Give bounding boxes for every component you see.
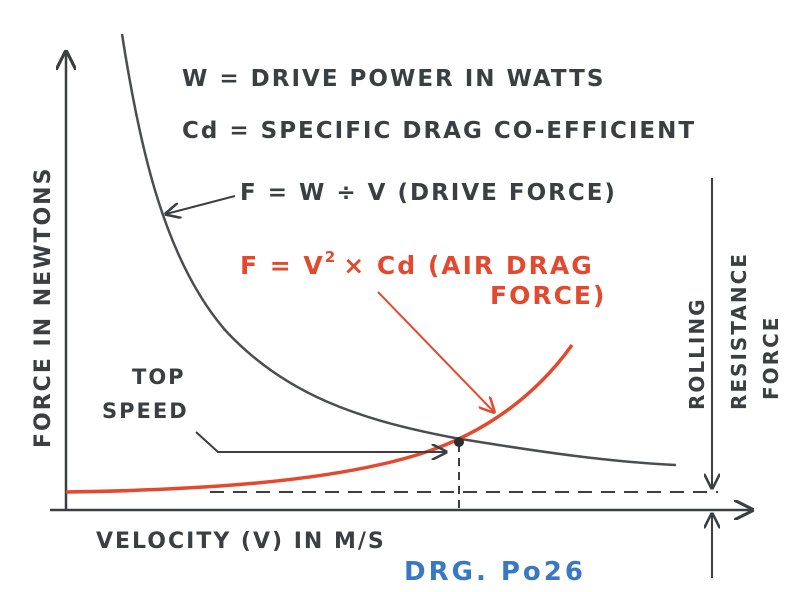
top-speed-point [454, 437, 464, 447]
drive-force-curve [120, 33, 677, 467]
air-drag-arrow [377, 291, 494, 412]
top-speed-label-line1: TOP [132, 365, 186, 389]
drive-force-arrow [166, 195, 236, 214]
x-axis-label: VELOCITY (V) IN M/S [96, 529, 386, 554]
top-speed-arrow [195, 431, 446, 452]
top-speed-label-line2: SPEED [102, 399, 189, 423]
drawing-reference: DRG. Po26 [404, 557, 586, 587]
air-drag-exponent: 2 [325, 248, 337, 266]
air-drag-label: F = V2 × Cd (AIR DRAG [240, 248, 594, 280]
air-drag-curve [65, 343, 574, 494]
air-drag-f: F = V [240, 251, 325, 280]
y-axis-label: FORCE IN NEWTONS [31, 167, 56, 448]
rolling-label-line1: ROLLING [685, 298, 709, 411]
rolling-label-line2: RESISTANCE [727, 252, 751, 410]
drive-force-label: F = W ÷ V (DRIVE FORCE) [240, 180, 617, 206]
rolling-label-line3: FORCE [759, 316, 783, 400]
power-definition: W = DRIVE POWER IN WATTS [182, 66, 605, 92]
cd-definition: Cd = SPECIFIC DRAG CO-EFFICIENT [182, 118, 696, 144]
air-drag-label-line2: FORCE) [490, 281, 606, 310]
air-drag-rest: × Cd (AIR DRAG [343, 251, 594, 280]
